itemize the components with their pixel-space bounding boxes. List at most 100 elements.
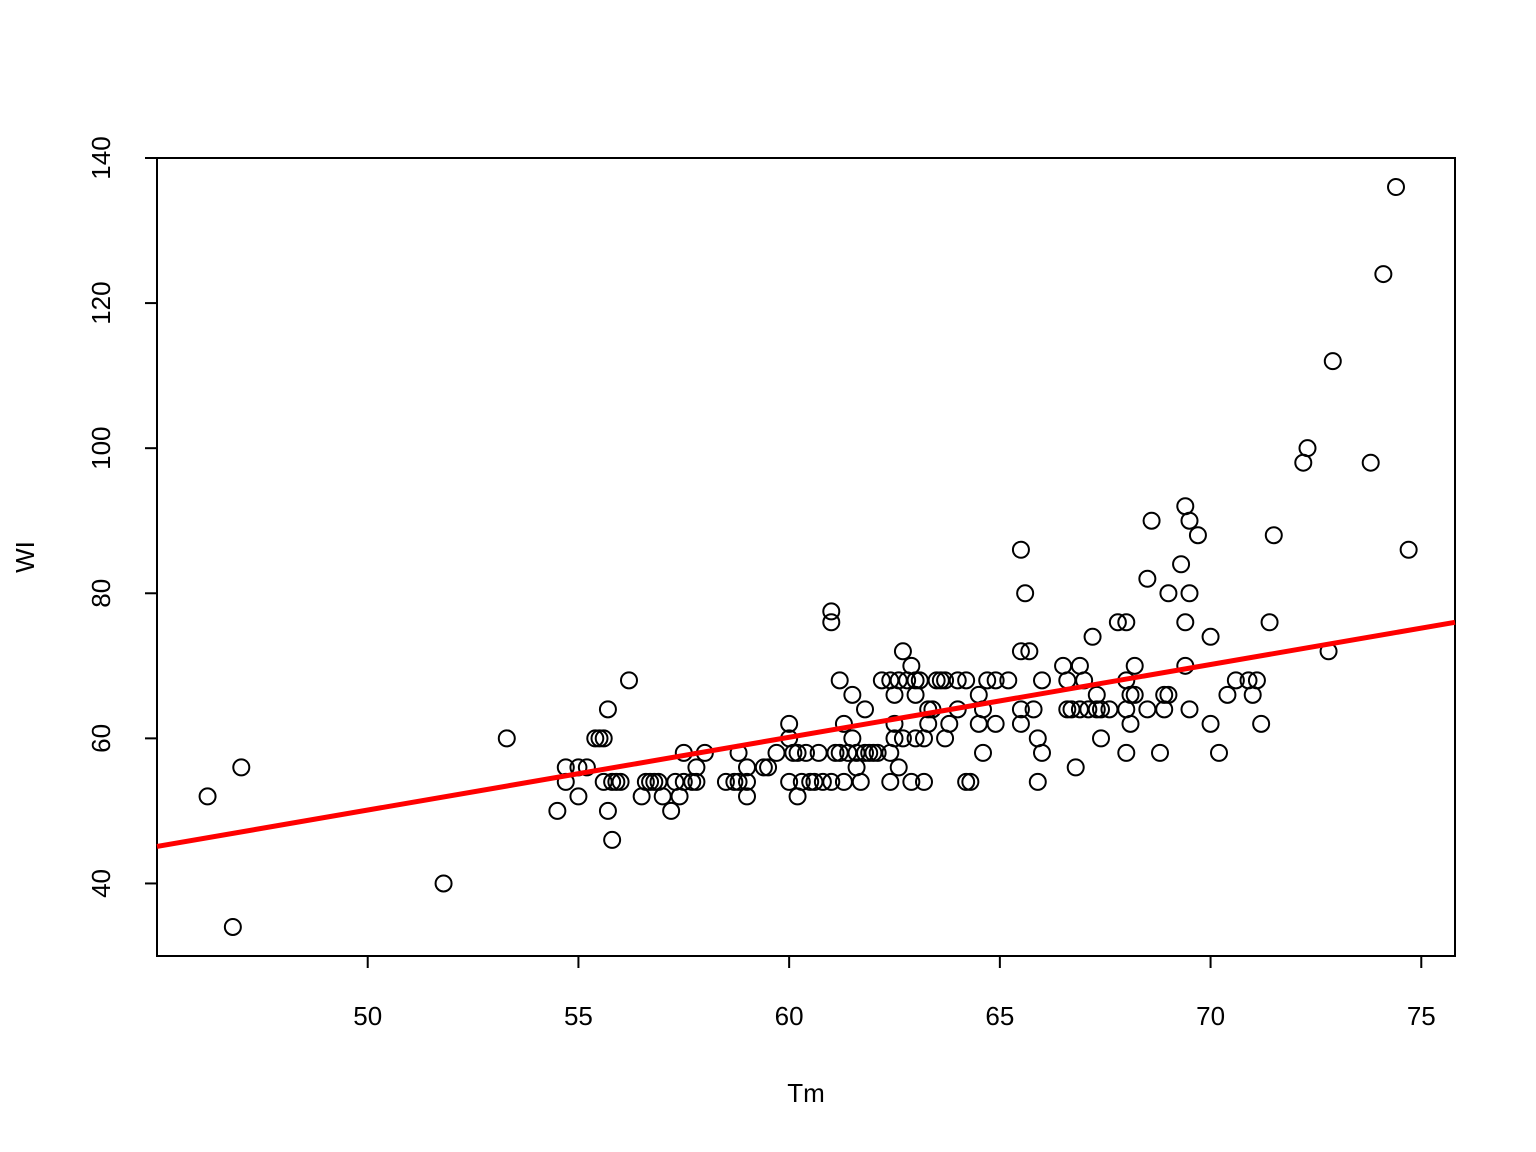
point [1243, 685, 1262, 704]
point [902, 772, 921, 791]
y-tick-label: 120 [86, 281, 116, 324]
point [1138, 700, 1157, 719]
point [936, 671, 955, 690]
point [1011, 642, 1030, 661]
point [1399, 540, 1418, 559]
point [1201, 627, 1220, 646]
point [611, 772, 630, 791]
point [1180, 584, 1199, 603]
point [822, 613, 841, 632]
point [1058, 700, 1077, 719]
point [1361, 453, 1380, 472]
point [636, 772, 655, 791]
point [961, 772, 980, 791]
point [868, 743, 887, 762]
point [978, 671, 997, 690]
point [1054, 656, 1073, 675]
point [957, 772, 976, 791]
point [594, 729, 613, 748]
point [780, 714, 799, 733]
point [754, 758, 773, 777]
point [1033, 743, 1051, 762]
point [1020, 642, 1039, 661]
point [1117, 743, 1136, 762]
regression-line [156, 619, 1456, 849]
point [1201, 714, 1220, 733]
point [830, 671, 849, 690]
point [586, 729, 605, 748]
point [1159, 584, 1178, 603]
point [653, 787, 672, 806]
point [1252, 714, 1271, 733]
y-tick-label: 140 [86, 136, 116, 179]
point [856, 743, 874, 762]
point [1024, 700, 1043, 719]
point [1323, 352, 1342, 371]
point [813, 772, 832, 791]
x-tick-label: 65 [985, 1001, 1014, 1031]
point [1387, 178, 1405, 197]
x-tick-label: 60 [775, 1001, 804, 1031]
point [1125, 656, 1144, 675]
point [792, 772, 811, 791]
point [1066, 758, 1085, 777]
point [1151, 743, 1169, 762]
y-tick-label: 60 [86, 724, 116, 753]
point [1079, 700, 1098, 719]
point [843, 729, 862, 748]
point [881, 772, 900, 791]
point [885, 714, 904, 733]
point [826, 743, 845, 762]
point [674, 772, 693, 791]
point [1011, 540, 1030, 559]
point [1011, 714, 1030, 733]
point [603, 772, 622, 791]
point [1172, 555, 1191, 574]
point [1264, 526, 1283, 545]
point [729, 772, 748, 791]
point [577, 758, 596, 777]
point [687, 772, 706, 791]
point [662, 801, 681, 820]
y-tick-label: 40 [86, 869, 116, 898]
point [598, 700, 617, 719]
point [834, 714, 853, 733]
point [1070, 656, 1089, 675]
point [906, 729, 925, 748]
point [716, 772, 735, 791]
point [645, 772, 664, 791]
point [198, 787, 217, 806]
point [893, 729, 912, 748]
point [1155, 685, 1174, 704]
y-tick-label: 80 [86, 579, 116, 608]
point [969, 685, 988, 704]
point [1121, 685, 1140, 704]
point [1159, 685, 1178, 704]
point [738, 772, 756, 791]
point [780, 772, 799, 791]
point [948, 671, 967, 690]
point [940, 714, 959, 733]
point [1180, 700, 1199, 719]
point [784, 743, 803, 762]
point [927, 671, 946, 690]
point [885, 729, 904, 748]
point [598, 801, 617, 820]
point [1117, 700, 1136, 719]
point [797, 743, 815, 762]
point [620, 671, 638, 690]
x-axis-label: Tm [787, 1078, 825, 1108]
point [1294, 453, 1313, 472]
point [767, 743, 786, 762]
point [670, 787, 689, 806]
point [1176, 613, 1195, 632]
point [902, 656, 921, 675]
point [1188, 526, 1207, 545]
point [893, 642, 912, 661]
point [843, 685, 862, 704]
x-tick-label: 50 [353, 1001, 382, 1031]
point [974, 743, 992, 762]
point [957, 671, 976, 690]
